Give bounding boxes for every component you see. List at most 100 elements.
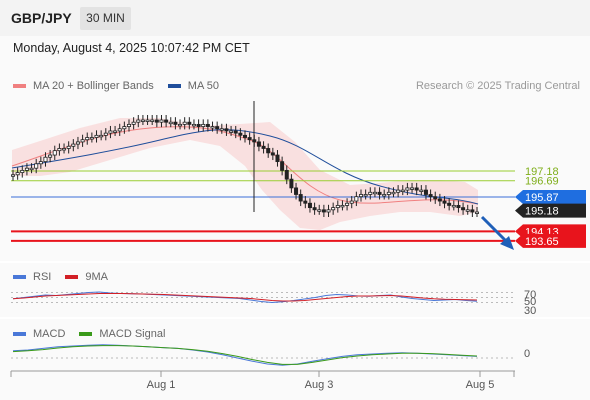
chart-datetime: Monday, August 4, 2025 10:07:42 PM CET [13,41,250,55]
candle-body [48,154,53,158]
candle-body [38,161,43,165]
x-tick-label: Aug 1 [147,379,176,391]
candle-body [173,121,178,125]
level-label-195.87: 195.87 [525,192,559,204]
level-label-196.69: 196.69 [525,176,559,188]
rsi-ma-line [12,293,478,302]
candle-body [159,119,164,123]
candle-body [294,187,299,195]
rsi-swatch [13,275,26,279]
candle-body [182,121,187,125]
price-legend: MA 20 + Bollinger Bands MA 50 [13,80,219,92]
last-price-tag [515,203,586,218]
candle-body [419,189,424,192]
candle-body [145,119,150,122]
rsi-ma-swatch [65,275,79,279]
rsi-legend-label: RSI [33,271,52,283]
candle-body [349,200,354,204]
candle-body [335,205,340,209]
candle-body [433,196,438,200]
candle-body [136,119,141,123]
candle-body [117,128,122,132]
candle-body [391,191,396,195]
candle-body [66,145,71,149]
candle-body [210,126,215,129]
candle-body [75,141,80,145]
candle-body [80,139,85,143]
level-label-193.65: 193.65 [525,236,559,248]
candle-body [372,191,377,195]
candle-body [205,123,210,127]
rsi-tick-70: 70 [524,289,536,301]
macd-legend: MACD MACD Signal [13,328,165,340]
candle-body [470,209,475,213]
candle-body [233,130,238,134]
macd-signal-swatch [79,332,93,336]
candle-body [451,205,456,208]
candle-body [312,207,317,211]
candle-body [164,119,169,123]
candle-body [94,134,99,138]
ma50-legend-label: MA 50 [187,80,219,92]
candle-body [461,207,466,211]
candle-body [196,123,201,127]
candle-body [317,209,322,212]
macd-line [12,344,478,366]
candle-body [140,119,145,122]
macd-signal-legend-label: MACD Signal [99,328,166,340]
symbol-label: GBP/JPY [11,10,72,26]
candle-body [386,191,391,195]
timeframe-button[interactable]: 30 MIN [80,7,131,30]
candle-body [382,194,387,197]
level-label-197.18: 197.18 [525,166,559,178]
candle-body [474,211,479,214]
x-tick-label: Aug 3 [305,379,334,391]
candle-body [242,134,247,138]
research-credit: Research © 2025 Trading Central [415,80,580,92]
candle-body [150,119,155,122]
ma50-swatch [167,84,181,88]
candle-body [187,121,192,125]
rsi-tick-30: 30 [524,305,536,317]
candle-body [215,126,220,130]
candle-body [178,123,183,127]
candle-body [168,121,173,125]
candle-body [358,194,363,198]
candle-body [10,174,15,177]
candle-body [224,128,229,132]
candle-body [154,119,159,123]
candle-body [108,130,113,134]
candle-body [307,202,312,209]
level-tag-pivot [515,189,586,204]
x-tick-label: Aug 5 [466,379,495,391]
candle-body [191,123,196,127]
candle-body [266,148,271,154]
candle-body [414,187,419,191]
candle-body [201,123,206,127]
candle-body [43,156,48,163]
candle-body [247,137,252,141]
forecast-arrow-line [480,215,509,244]
candle-body [340,205,345,208]
candle-body [256,141,261,147]
candle-body [447,202,452,206]
ma50-line [11,129,479,205]
macd-signal-line [12,345,478,365]
candle-body [331,207,336,211]
candle-body [345,202,350,206]
candle-body [275,154,280,163]
rsi-ma-legend-label: 9MA [85,271,108,283]
candle-body [354,196,359,202]
macd-tick-0: 0 [524,348,530,360]
candle-body [363,194,368,197]
macd-swatch [13,332,26,336]
rsi-line [12,291,478,304]
candle-body [377,191,382,195]
candle-body [29,167,34,171]
candle-body [280,161,285,171]
last-price-label: 195.18 [525,206,559,218]
candle-body [89,137,94,140]
candle-body [405,187,410,191]
candle-body [442,200,447,204]
